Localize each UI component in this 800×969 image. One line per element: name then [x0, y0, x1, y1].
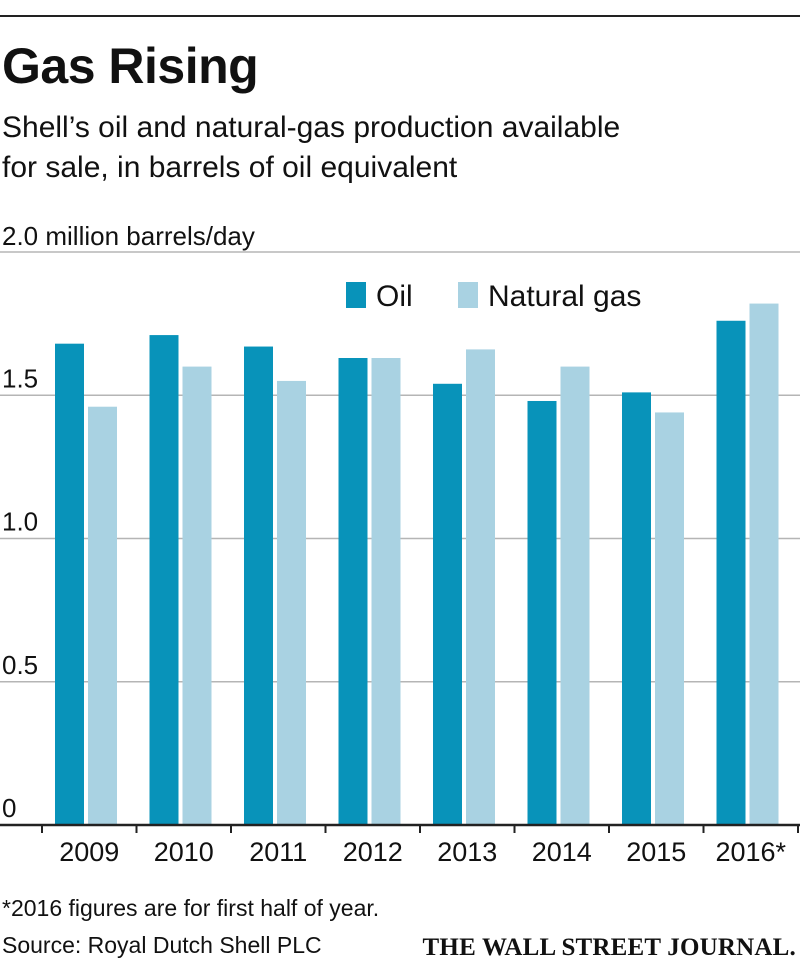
- bar-natural-gas-2011: [277, 380, 306, 825]
- bar-natural-gas-2012: [371, 358, 401, 825]
- footnote: *2016 figures are for first half of year…: [2, 895, 380, 921]
- bar-natural-gas-2016: [749, 303, 779, 825]
- bar-oil-2013: [433, 383, 462, 825]
- legend-label-natural-gas: Natural gas: [488, 280, 641, 313]
- bar-natural-gas-2009: [88, 406, 117, 825]
- y-tick-label-1: 0.5: [2, 650, 38, 680]
- bar-natural-gas-2014: [560, 366, 590, 825]
- x-tick-label-2012: 2012: [343, 837, 403, 867]
- bar-oil-2015: [622, 392, 651, 825]
- bar-oil-2012: [338, 358, 368, 825]
- x-tick-label-2011: 2011: [249, 837, 307, 867]
- x-tick-label-2015: 2015: [626, 837, 686, 867]
- y-tick-label-2: 1.0: [2, 507, 38, 537]
- legend-label-oil: Oil: [376, 280, 413, 313]
- unit-label: 2.0 million barrels/day: [2, 221, 255, 251]
- bar-natural-gas-2015: [655, 412, 684, 825]
- bar-natural-gas-2013: [466, 349, 495, 825]
- publisher-logo: THE WALL STREET JOURNAL.: [422, 934, 796, 961]
- chart-title: Gas Rising: [2, 38, 259, 94]
- top-rule: [0, 15, 800, 17]
- legend-swatch-natural-gas: [458, 282, 478, 308]
- bar-oil-2014: [527, 400, 557, 825]
- x-tick-label-2014: 2014: [532, 837, 592, 867]
- source-line: Source: Royal Dutch Shell PLC: [2, 932, 322, 958]
- x-tick-label-2013: 2013: [437, 837, 497, 867]
- bar-chart: 0 0.5 1.0 1.5 2009 2010 2011 2012 2013 2014 2015 20…: [0, 251, 800, 867]
- x-tick-label-2016: 2016*: [715, 837, 786, 867]
- bar-oil-2011: [244, 346, 273, 825]
- subtitle-line-2: for sale, in barrels of oil equivalent: [2, 151, 458, 184]
- y-tick-label-0: 0: [2, 793, 16, 823]
- legend-swatch-oil: [346, 282, 366, 308]
- bar-oil-2010: [149, 335, 179, 825]
- x-tick-label-2009: 2009: [59, 837, 119, 867]
- x-tick-label-2010: 2010: [154, 837, 214, 867]
- bar-natural-gas-2010: [182, 366, 212, 825]
- bar-oil-2016: [716, 320, 746, 825]
- y-tick-label-3: 1.5: [2, 363, 38, 393]
- chart-subtitle: Shell’s oil and natural-gas production a…: [2, 108, 620, 188]
- bar-oil-2009: [55, 343, 84, 825]
- subtitle-line-1: Shell’s oil and natural-gas production a…: [2, 111, 621, 144]
